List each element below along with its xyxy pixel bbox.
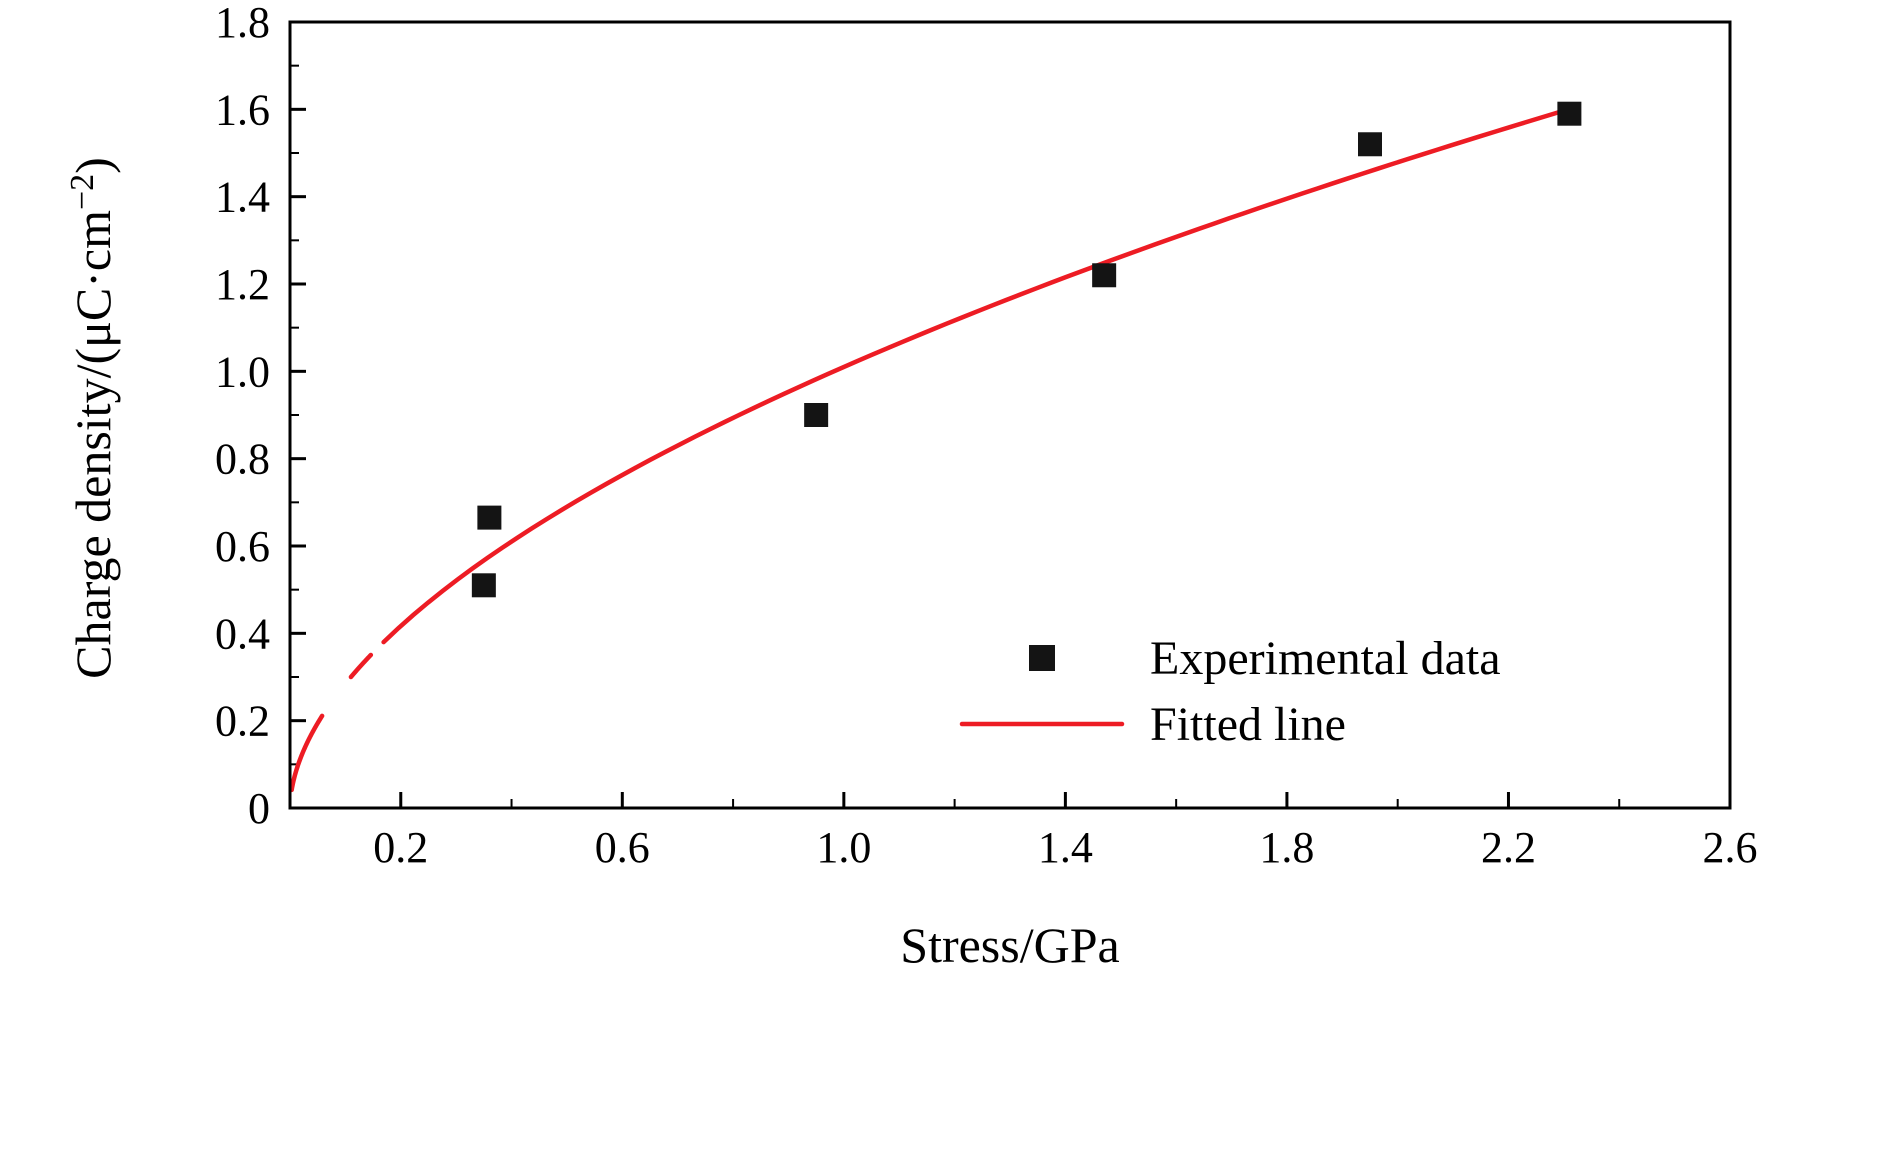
y-tick-label: 0.8 [215,435,270,484]
data-point-square [477,505,502,530]
data-point-square [1557,101,1582,126]
y-tick-label: 1.0 [215,347,270,396]
x-tick-label: 1.4 [1038,823,1093,872]
data-point-square [1358,132,1382,157]
x-tick-label: 2.2 [1481,823,1536,872]
data-point-square [804,403,829,427]
x-tick-label: 1.0 [816,823,871,872]
y-tick-label: 1.6 [215,85,270,134]
y-axis-label: Charge density/(μC·cm−2) [64,157,121,679]
data-point-square [471,573,496,598]
plot-border [288,20,1732,810]
y-tick-label: 0 [248,784,270,833]
data-point-square [1092,263,1117,288]
fitted-line [289,713,325,793]
fitted-line [381,106,1572,645]
x-axis-label: Stress/GPa [900,917,1119,973]
fitted-line [348,652,374,680]
y-tick-label: 0.2 [215,697,270,746]
legend-label-experimental-data: Experimental data [1150,632,1501,685]
y-tick-label: 0.6 [215,522,270,571]
x-tick-label: 0.6 [595,823,650,872]
x-tick-label: 1.8 [1259,823,1314,872]
plot-area: 0.2 0.6 1.0 1.4 1.8 2.2 2.6 0 0.2 0.4 0.6 0.8 1.0 1.2… [64,0,1758,872]
x-tick-label: 2.6 [1703,823,1758,872]
y-tick-label: 1.2 [215,260,270,309]
y-tick-label: 1.4 [215,173,270,222]
legend-label-fitted-line: Fitted line [1150,698,1346,751]
legend-marker-square [1029,645,1055,671]
x-tick-label: 0.2 [373,823,428,872]
y-tick-label: 0.4 [215,609,270,658]
y-tick-label: 1.8 [215,0,270,47]
